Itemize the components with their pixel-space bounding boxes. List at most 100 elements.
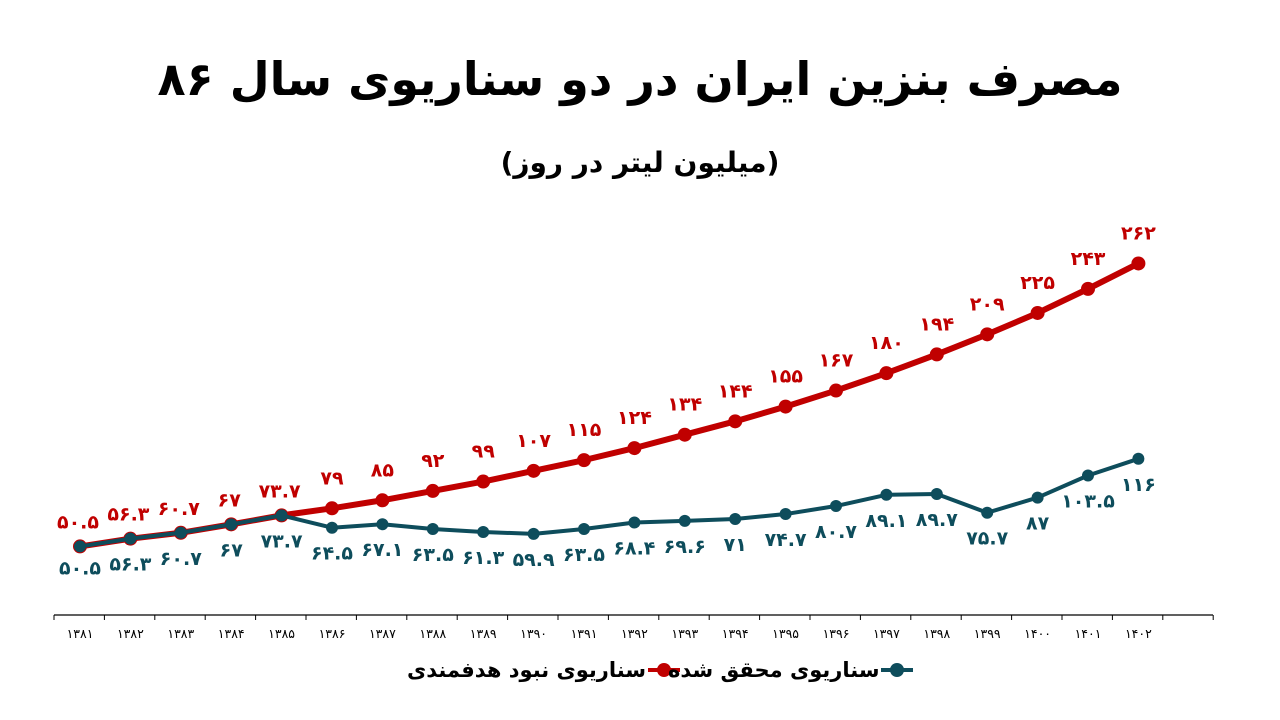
data-point[interactable] [879, 366, 894, 381]
data-label-no-targeting: ۹۲ [421, 450, 445, 472]
data-point[interactable] [577, 453, 591, 468]
data-label-no-targeting: ۲۰۹ [970, 293, 1005, 315]
data-point[interactable] [1132, 452, 1145, 465]
chart-title: مصرف بنزین ایران در دو سناریوی سال ۸۶ [157, 52, 1124, 106]
data-point[interactable] [1031, 491, 1044, 504]
data-label-realized: ۶۷ [220, 539, 244, 561]
data-point[interactable] [830, 500, 842, 513]
x-tick-label: ۱۴۰۲ [1125, 626, 1152, 641]
legend-item-realized[interactable]: سناریوی محقق شده [668, 658, 914, 682]
x-tick-label: ۱۳۹۸ [923, 626, 950, 641]
data-label-no-targeting: ۲۶۲ [1121, 222, 1156, 244]
legend-item-no-targeting[interactable]: سناریوی نبود هدفمندی [407, 658, 680, 682]
series-layer [73, 256, 1146, 554]
data-label-realized: ۶۰.۷ [160, 548, 202, 570]
data-label-realized: ۶۸.۴ [613, 537, 655, 559]
data-label-realized: ۶۹.۶ [664, 536, 706, 558]
data-point[interactable] [527, 527, 540, 540]
data-label-no-targeting: ۹۹ [472, 441, 496, 463]
x-tick-label: ۱۳۸۲ [117, 626, 144, 641]
x-tick-label: ۱۳۹۵ [772, 626, 799, 641]
x-tick-label: ۱۳۹۲ [621, 626, 648, 641]
data-label-realized: ۱۰۳.۵ [1061, 491, 1115, 513]
legend-label: سناریوی محقق شده [668, 658, 880, 682]
data-point[interactable] [627, 441, 642, 456]
data-label-no-targeting: ۵۶.۳ [107, 504, 149, 526]
data-point[interactable] [578, 523, 590, 536]
data-point[interactable] [880, 488, 893, 501]
data-point[interactable] [74, 540, 86, 553]
x-tick-label: ۱۳۹۹ [974, 626, 1001, 641]
chart-subtitle: (میلیون لیتر در روز) [500, 146, 780, 179]
data-label-realized: ۷۵.۷ [966, 528, 1008, 550]
data-label-realized: ۷۴.۷ [765, 529, 807, 551]
legend-marker-icon-teal [881, 663, 914, 677]
data-point[interactable] [375, 493, 390, 508]
data-label-no-targeting: ۱۱۵ [567, 419, 602, 441]
data-label-no-targeting: ۷۹ [320, 467, 344, 489]
data-label-realized: ۱۱۶ [1121, 474, 1156, 496]
x-axis: ۱۳۸۱ ۱۳۸۲ ۱۳۸۳ ۱۳۸۴ ۱۳۸۵ ۱۳۸۶ ۱۳۸۷ ۱۳۸۸ ۱۳۸۹ ۱۳۹۰… [53, 614, 1214, 641]
data-point[interactable] [628, 516, 641, 529]
data-label-no-targeting: ۱۲۴ [617, 407, 652, 429]
data-point[interactable] [376, 518, 389, 531]
data-point[interactable] [275, 509, 288, 522]
data-label-realized: ۷۳.۷ [261, 530, 303, 552]
data-point[interactable] [1131, 256, 1146, 271]
data-label-no-targeting: ۱۸۰ [869, 332, 904, 354]
data-point[interactable] [677, 427, 692, 442]
data-point[interactable] [1081, 281, 1095, 296]
data-label-no-targeting: ۱۴۴ [718, 380, 753, 402]
x-tick-label: ۱۳۸۸ [419, 626, 446, 641]
data-label-realized: ۶۷.۱ [361, 539, 403, 561]
x-tick-label: ۱۳۹۷ [873, 626, 900, 641]
data-point[interactable] [526, 463, 541, 478]
data-point[interactable] [729, 513, 742, 526]
data-label-no-targeting: ۶۰.۷ [158, 498, 200, 520]
data-label-realized: ۸۰.۷ [815, 521, 857, 543]
x-tick-label: ۱۳۸۱ [67, 626, 94, 641]
data-point[interactable] [929, 347, 944, 362]
data-point[interactable] [326, 521, 338, 534]
data-label-no-targeting: ۱۳۴ [667, 394, 702, 416]
data-label-no-targeting: ۸۵ [371, 459, 395, 481]
x-tick-label: ۱۳۹۴ [722, 626, 749, 641]
data-point[interactable] [678, 514, 691, 527]
data-point[interactable] [124, 532, 137, 545]
data-label-realized: ۵۶.۳ [109, 554, 151, 576]
x-tick-label: ۱۳۸۳ [167, 626, 194, 641]
x-tick-label: ۱۳۸۵ [268, 626, 295, 641]
x-tick-label: ۱۳۸۶ [319, 626, 346, 641]
data-point[interactable] [778, 399, 793, 414]
x-tick-label: ۱۳۹۳ [671, 626, 698, 641]
x-tick-label: ۱۳۹۰ [520, 626, 547, 641]
data-point[interactable] [779, 508, 792, 521]
x-tick-label: ۱۳۸۴ [218, 626, 245, 641]
legend: سناریوی نبود هدفمندی سناریوی محقق شده [0, 658, 1280, 688]
data-label-no-targeting: ۱۵۵ [768, 366, 803, 388]
data-point[interactable] [1082, 469, 1094, 482]
data-point[interactable] [728, 414, 743, 429]
data-label-realized: ۶۳.۵ [412, 544, 454, 566]
data-point[interactable] [476, 474, 491, 489]
x-tick-label: ۱۳۸۷ [369, 626, 396, 641]
data-point[interactable] [477, 525, 490, 538]
data-label-no-targeting: ۱۰۷ [516, 430, 551, 452]
data-point[interactable] [829, 383, 843, 398]
x-tick-label: ۱۳۸۹ [470, 626, 497, 641]
data-label-no-targeting: ۶۷ [218, 489, 242, 511]
data-label-realized: ۸۹.۷ [916, 509, 958, 531]
data-point[interactable] [425, 483, 440, 498]
data-point[interactable] [1030, 305, 1045, 320]
x-tick-label: ۱۴۰۰ [1024, 626, 1051, 641]
data-point[interactable] [325, 501, 339, 516]
data-point[interactable] [980, 327, 995, 342]
x-tick-label: ۱۳۹۱ [571, 626, 598, 641]
data-point[interactable] [426, 523, 439, 536]
data-point[interactable] [930, 487, 943, 500]
data-label-no-targeting: ۱۶۷ [819, 350, 854, 372]
data-point[interactable] [981, 506, 994, 519]
data-point[interactable] [225, 518, 238, 531]
data-label-no-targeting: ۲۴۳ [1071, 248, 1106, 270]
data-point[interactable] [174, 526, 187, 539]
